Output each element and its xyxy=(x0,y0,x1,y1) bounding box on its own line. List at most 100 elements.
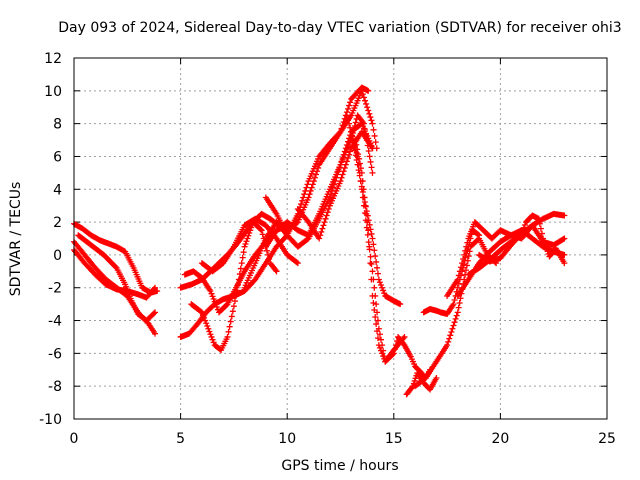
data-point xyxy=(358,169,365,176)
data-point xyxy=(356,160,363,167)
data-point xyxy=(306,191,313,198)
data-point xyxy=(409,384,416,391)
data-point xyxy=(265,251,272,258)
data-point xyxy=(456,268,463,275)
data-point xyxy=(259,231,266,238)
data-point xyxy=(227,318,234,325)
data-point xyxy=(349,132,356,139)
data-point xyxy=(198,309,205,316)
data-point xyxy=(462,267,469,274)
data-point xyxy=(561,212,568,219)
data-point xyxy=(266,256,273,263)
data-point xyxy=(263,247,270,254)
data-point xyxy=(210,339,217,346)
data-point xyxy=(320,222,327,229)
data-point xyxy=(375,342,382,349)
data-point xyxy=(374,317,381,324)
data-point xyxy=(150,285,157,292)
data-point xyxy=(317,232,324,239)
data-point xyxy=(371,306,378,313)
data-point xyxy=(367,114,374,121)
data-point xyxy=(322,215,329,222)
data-point xyxy=(537,225,544,232)
y-tick-label: 12 xyxy=(44,51,62,67)
series-track-d xyxy=(75,232,159,324)
data-point xyxy=(150,310,157,317)
data-point xyxy=(337,128,344,135)
data-point xyxy=(447,332,454,339)
data-point xyxy=(360,120,367,127)
data-point xyxy=(315,164,322,171)
y-tick-label: 4 xyxy=(53,182,62,198)
data-point xyxy=(235,276,242,283)
grid-lines xyxy=(74,58,607,419)
data-point xyxy=(379,284,386,291)
data-point xyxy=(341,115,348,122)
data-point xyxy=(368,164,375,171)
data-point xyxy=(561,251,568,258)
data-point xyxy=(240,249,247,256)
data-point xyxy=(246,230,253,237)
data-point xyxy=(454,284,461,291)
data-point xyxy=(346,151,353,158)
data-point xyxy=(363,210,370,217)
data-point xyxy=(343,112,350,119)
data-point xyxy=(213,304,220,311)
data-point xyxy=(228,313,235,320)
data-point xyxy=(536,220,543,227)
data-point xyxy=(538,230,545,237)
data-point xyxy=(347,148,354,155)
x-tick-label: 10 xyxy=(278,431,296,447)
data-point xyxy=(369,169,376,176)
data-point xyxy=(197,308,204,315)
data-point xyxy=(369,292,376,299)
data-point xyxy=(233,287,240,294)
data-point xyxy=(247,227,254,234)
data-point xyxy=(374,328,381,335)
data-point xyxy=(378,281,385,288)
data-point xyxy=(518,230,525,237)
data-points xyxy=(71,84,568,398)
data-point xyxy=(392,342,399,349)
data-point xyxy=(372,139,379,146)
data-point xyxy=(371,284,378,291)
data-point xyxy=(299,197,306,204)
data-point xyxy=(450,322,457,329)
data-point xyxy=(367,253,374,260)
data-point xyxy=(461,251,468,258)
data-point xyxy=(343,158,350,165)
data-point xyxy=(368,117,375,124)
data-point xyxy=(339,122,346,129)
data-point xyxy=(307,187,314,194)
data-point xyxy=(244,235,251,242)
y-tick-label: 8 xyxy=(53,117,62,133)
data-point xyxy=(316,235,323,242)
data-point xyxy=(373,301,380,308)
data-point xyxy=(560,236,567,243)
y-tick-label: -6 xyxy=(48,346,62,362)
data-point xyxy=(359,189,366,196)
data-point xyxy=(231,298,238,305)
series-track-y xyxy=(476,212,568,267)
data-point xyxy=(446,335,453,342)
data-point xyxy=(319,225,326,232)
data-point xyxy=(355,151,362,158)
data-point xyxy=(361,126,368,133)
y-tick-label: 10 xyxy=(44,84,62,100)
data-point xyxy=(354,146,361,153)
data-point xyxy=(366,110,373,117)
data-point xyxy=(371,132,378,139)
data-point xyxy=(309,181,316,188)
data-point xyxy=(369,120,376,127)
data-point xyxy=(340,168,347,175)
data-point xyxy=(294,260,301,267)
data-point xyxy=(224,333,231,340)
data-point xyxy=(341,164,348,171)
data-point xyxy=(455,272,462,279)
data-point xyxy=(346,120,353,127)
data-point xyxy=(374,264,381,271)
data-point xyxy=(376,279,383,286)
data-point xyxy=(454,309,461,316)
data-point xyxy=(348,128,355,135)
data-point xyxy=(359,91,366,98)
